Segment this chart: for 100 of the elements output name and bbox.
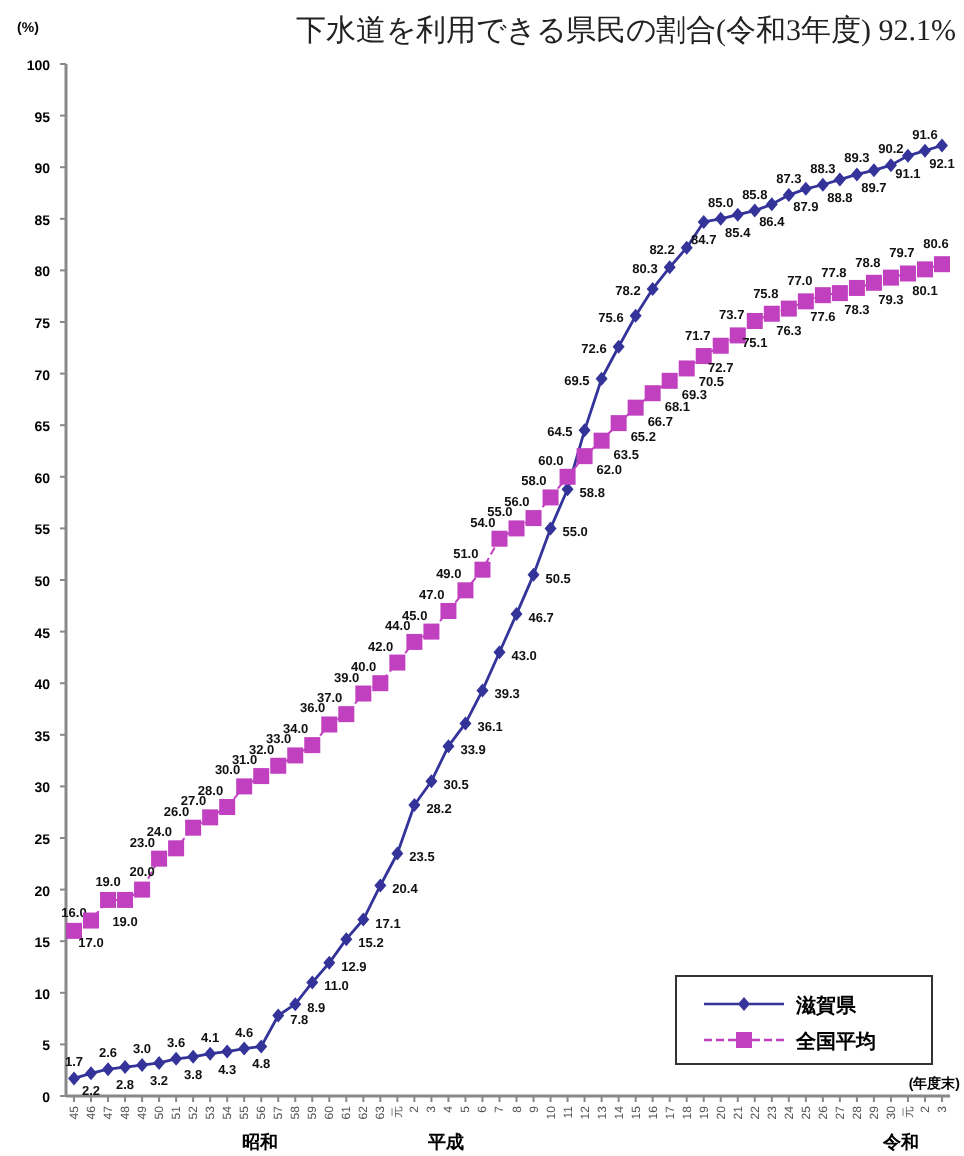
point xyxy=(848,279,865,296)
point xyxy=(814,287,831,304)
point xyxy=(289,997,302,1012)
point xyxy=(442,739,455,754)
point xyxy=(338,706,355,723)
text: 令和 xyxy=(881,1132,920,1152)
point xyxy=(102,1062,115,1077)
point xyxy=(799,181,812,196)
point xyxy=(593,432,610,449)
point xyxy=(66,922,82,939)
point xyxy=(253,768,270,785)
point xyxy=(661,372,678,389)
point xyxy=(578,423,591,438)
point xyxy=(850,167,863,182)
text: 平成 xyxy=(426,1132,465,1152)
point xyxy=(934,256,950,273)
point xyxy=(270,757,287,774)
point xyxy=(168,840,185,857)
point xyxy=(389,654,406,671)
point xyxy=(918,143,931,158)
point xyxy=(423,623,440,640)
point xyxy=(882,269,899,286)
point xyxy=(236,778,253,795)
point xyxy=(185,819,202,836)
point xyxy=(695,348,712,365)
point xyxy=(238,1041,251,1056)
point xyxy=(306,975,319,990)
point xyxy=(357,912,370,927)
point xyxy=(170,1051,183,1066)
point xyxy=(782,188,795,203)
point xyxy=(272,1008,285,1023)
point xyxy=(644,385,661,402)
point xyxy=(610,415,627,432)
point xyxy=(901,148,914,163)
point xyxy=(527,567,540,582)
point xyxy=(491,530,508,547)
point xyxy=(712,337,729,354)
point xyxy=(831,285,848,302)
legend-label: 全国平均 xyxy=(794,1030,876,1054)
point xyxy=(83,912,100,929)
point xyxy=(816,177,829,192)
point xyxy=(374,878,387,893)
point xyxy=(748,203,761,218)
point xyxy=(867,163,880,178)
point xyxy=(731,207,744,222)
point xyxy=(595,371,608,386)
point xyxy=(255,1039,268,1054)
point xyxy=(406,633,423,650)
point xyxy=(136,1058,149,1073)
point xyxy=(134,881,151,898)
point xyxy=(544,521,557,536)
point xyxy=(372,675,389,692)
point xyxy=(323,955,336,970)
chart-title: 下水道を利用できる県民の割合(令和3年度) 92.1% xyxy=(296,14,956,48)
point xyxy=(493,645,506,660)
point xyxy=(355,685,372,702)
point xyxy=(100,891,117,908)
point xyxy=(542,489,559,506)
point xyxy=(833,172,846,187)
point xyxy=(508,520,525,537)
point xyxy=(663,260,676,275)
point xyxy=(678,360,695,377)
point xyxy=(916,261,933,278)
point xyxy=(425,774,438,789)
point xyxy=(474,561,491,578)
point xyxy=(219,799,236,816)
point xyxy=(119,1060,132,1075)
point xyxy=(510,607,523,622)
point xyxy=(68,1071,80,1086)
point xyxy=(576,448,593,465)
point xyxy=(780,300,797,317)
point xyxy=(763,305,780,322)
point xyxy=(187,1049,200,1064)
point xyxy=(884,158,897,173)
point xyxy=(151,850,168,867)
point xyxy=(204,1046,217,1061)
point xyxy=(525,510,542,527)
point xyxy=(646,281,659,296)
legend-label: 滋賀県 xyxy=(794,994,858,1018)
point xyxy=(899,265,916,282)
point xyxy=(117,891,134,908)
point xyxy=(85,1066,98,1081)
point xyxy=(221,1044,234,1059)
point xyxy=(746,312,763,329)
point xyxy=(714,211,727,226)
point xyxy=(459,716,472,731)
point xyxy=(697,214,710,229)
text: 昭和 xyxy=(242,1132,279,1152)
point xyxy=(629,308,642,323)
point xyxy=(153,1055,166,1070)
point xyxy=(440,602,457,619)
point xyxy=(680,240,693,255)
point xyxy=(612,339,625,354)
point xyxy=(729,327,746,344)
point xyxy=(202,809,219,826)
point xyxy=(936,138,948,153)
point xyxy=(304,737,321,754)
point xyxy=(627,399,644,416)
point xyxy=(340,932,353,947)
point xyxy=(287,747,304,764)
